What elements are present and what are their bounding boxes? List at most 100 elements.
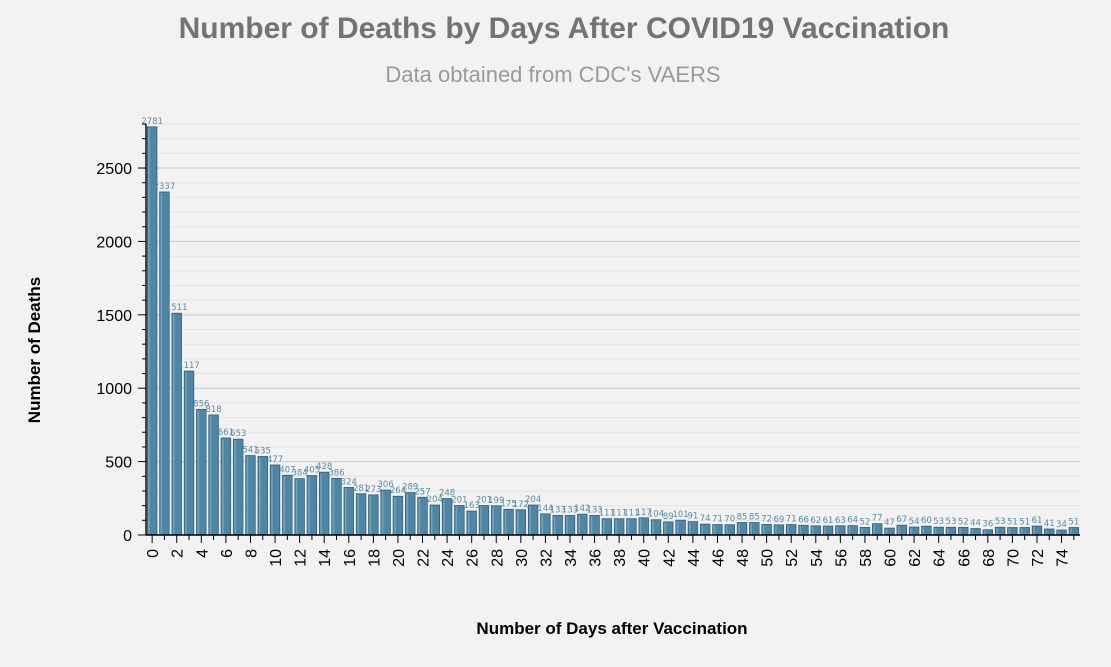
bar-value-label: 201	[451, 495, 467, 505]
bar-highlight	[357, 494, 359, 534]
bar-value-label: 63	[835, 516, 846, 526]
bar-value-label: 384	[292, 469, 308, 479]
bar-value-label: 541	[242, 446, 258, 456]
bar-highlight	[996, 528, 998, 534]
bar-value-label: 2781	[141, 117, 163, 127]
bar-value-label: 856	[193, 399, 209, 409]
x-tick-label: 2	[170, 549, 187, 558]
bar-value-label: 51	[1019, 518, 1030, 528]
x-tick-label: 44	[686, 549, 703, 567]
x-tick-label: 50	[760, 549, 777, 567]
bar-value-label: 69	[773, 515, 784, 525]
bar-highlight	[480, 506, 482, 534]
bar-highlight	[578, 515, 580, 534]
bar-highlight	[492, 506, 494, 534]
x-tick-label: 34	[563, 549, 580, 567]
chart-subtitle: Data obtained from CDC's VAERS	[385, 62, 721, 87]
bar-highlight	[222, 438, 224, 534]
bar-value-label: 71	[712, 515, 723, 525]
bar-value-label: 407	[279, 465, 295, 475]
x-tick-label: 6	[219, 549, 236, 558]
bar-highlight	[910, 528, 912, 534]
x-tick-label: 28	[489, 549, 506, 567]
bar-highlight	[148, 127, 150, 534]
bar-value-label: 111	[623, 509, 639, 519]
bar-highlight	[984, 530, 986, 534]
bar-highlight	[1020, 528, 1023, 534]
bar-highlight	[517, 510, 519, 534]
bar-value-label: 281	[353, 484, 369, 494]
bar-highlight	[603, 519, 605, 534]
bar-highlight	[185, 372, 187, 534]
x-tick-label: 66	[956, 549, 973, 567]
bar-highlight	[344, 488, 347, 534]
y-tick-label: 2500	[96, 161, 132, 178]
bar-value-label: 72	[761, 514, 772, 524]
bar-highlight	[431, 506, 433, 534]
x-tick-label: 0	[145, 549, 162, 558]
bar-highlight	[320, 473, 322, 534]
bar-value-label: 133	[550, 505, 566, 515]
x-tick-label: 48	[735, 549, 752, 567]
bar-value-label: 85	[737, 513, 748, 523]
bar-highlight	[160, 192, 163, 534]
bar-highlight	[443, 499, 445, 534]
bar-highlight	[1070, 528, 1072, 534]
x-tick-label: 16	[342, 549, 359, 567]
bar-value-label: 324	[341, 477, 357, 487]
bar-highlight	[762, 525, 765, 534]
bar-value-label: 47	[884, 518, 895, 528]
bar-value-label: 61	[1032, 516, 1043, 526]
chart-title: Number of Deaths by Days After COVID19 V…	[178, 12, 950, 45]
bar-value-label: 264	[390, 486, 406, 496]
x-tick-label: 42	[661, 549, 678, 567]
bar-value-label: 405	[304, 466, 320, 476]
x-tick-label: 68	[981, 549, 998, 567]
bar-value-labels: 2781233715111117856818661653541535477407…	[141, 117, 1079, 530]
bar-value-label: 386	[328, 468, 344, 478]
y-axis-title: Number of Deaths	[25, 277, 44, 423]
bar-highlight	[172, 314, 175, 534]
bar-value-label: 60	[921, 516, 932, 526]
bar-highlight	[922, 527, 925, 534]
bar-highlight	[308, 476, 310, 534]
bar-value-label: 52	[860, 517, 871, 527]
bar-highlight	[959, 528, 961, 534]
bar-highlight	[799, 526, 802, 534]
bar-value-label: 53	[933, 517, 944, 527]
x-tick-label: 52	[784, 549, 801, 567]
bar-value-label: 142	[574, 504, 590, 514]
bar-highlight	[848, 526, 851, 534]
bar-value-label: 111	[611, 509, 627, 519]
bar-value-label: 144	[537, 504, 553, 514]
x-tick-label: 70	[1005, 549, 1022, 567]
bar-value-label: 199	[488, 496, 504, 506]
y-tick-label: 500	[105, 455, 132, 472]
bar-value-label: 204	[427, 495, 443, 505]
bar-value-label: 61	[823, 516, 834, 526]
bar-value-label: 91	[687, 512, 698, 522]
bar-highlight	[590, 516, 593, 534]
bar-value-label: 428	[316, 462, 332, 472]
bar-highlight	[406, 493, 408, 534]
bar-highlight	[652, 520, 654, 534]
bar-value-label: 101	[672, 510, 688, 520]
bar-highlight	[1033, 527, 1035, 534]
bar-highlight	[1045, 529, 1047, 534]
bar-highlight	[197, 410, 200, 534]
bar-value-label: 52	[958, 517, 969, 527]
bar-value-label: 64	[847, 516, 858, 526]
bar-value-label: 34	[1056, 520, 1067, 530]
bar-highlight	[1008, 528, 1011, 534]
bar-highlight	[566, 516, 568, 534]
bar-value-label: 477	[267, 455, 283, 465]
x-tick-label: 12	[293, 549, 310, 567]
bar-value-label: 74	[700, 514, 711, 524]
bar-highlight	[639, 518, 642, 534]
x-tick-label: 26	[465, 549, 482, 567]
bar-value-label: 70	[724, 515, 735, 525]
bar-value-label: 66	[798, 515, 809, 525]
